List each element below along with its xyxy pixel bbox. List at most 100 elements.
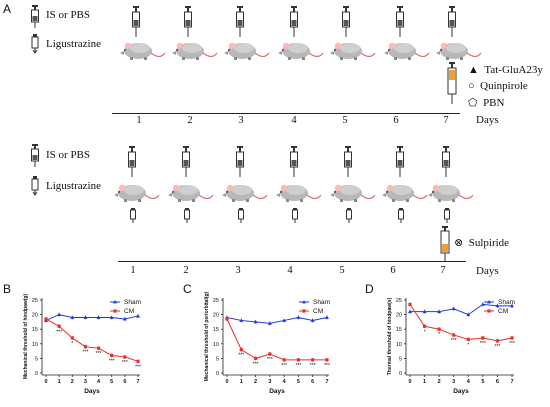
day-label: 7 bbox=[440, 265, 446, 276]
legend-label-sham: Sham bbox=[313, 299, 330, 306]
data-point-sham bbox=[495, 303, 500, 308]
syringe-icon bbox=[396, 6, 404, 37]
data-point-sham bbox=[422, 309, 427, 314]
series-line-cm bbox=[226, 318, 327, 361]
data-point-sham bbox=[296, 315, 301, 319]
rat-icon bbox=[382, 184, 428, 202]
significance-mark: *** bbox=[83, 350, 89, 356]
timeline-bottom bbox=[118, 261, 466, 262]
y-tick-label: 15 bbox=[396, 327, 402, 333]
rat-icon bbox=[384, 42, 430, 60]
panel-label-d: D bbox=[365, 282, 374, 296]
data-point-cm bbox=[311, 358, 315, 362]
dropper-icon bbox=[130, 208, 136, 223]
panel-label-a: A bbox=[3, 2, 12, 16]
data-point-cm bbox=[296, 358, 301, 362]
x-tick-label: 6 bbox=[496, 379, 499, 385]
chart-c: 0 5 10 15 20 25 0 1 2 3 4 5 6 7 Days Mechanical thresho… bbox=[204, 291, 330, 395]
x-tick-label: 1 bbox=[58, 379, 61, 385]
sulpiride-syringe-icon bbox=[440, 226, 450, 262]
significance-mark: *** bbox=[267, 357, 273, 363]
x-tick-label: 3 bbox=[268, 379, 271, 385]
dropper-icon bbox=[398, 208, 404, 223]
significance-mark: *** bbox=[296, 363, 302, 369]
data-point-cm bbox=[408, 302, 412, 306]
legend-lig-label-2: Ligustrazine bbox=[46, 180, 101, 192]
data-point-sham bbox=[325, 315, 329, 319]
x-tick-label: 7 bbox=[136, 379, 139, 385]
data-point-cm bbox=[96, 346, 101, 350]
rat-icon bbox=[428, 184, 474, 202]
data-point-sham bbox=[267, 321, 272, 325]
top-days-label: Days bbox=[476, 114, 499, 126]
y-tick-label: 5 bbox=[216, 356, 219, 362]
significance-mark: *** bbox=[480, 341, 486, 347]
drug-syringe-icon bbox=[447, 62, 457, 104]
bottom-protocol: IS or PBS Ligustrazine ⊗ Sulpiride 1 2 3 4 5… bbox=[0, 140, 550, 280]
day-label: 4 bbox=[291, 115, 297, 126]
rat-icon bbox=[168, 184, 214, 202]
x-tick-label: 5 bbox=[297, 379, 300, 385]
x-tick-label: 6 bbox=[123, 379, 126, 385]
rat-icon bbox=[330, 184, 376, 202]
data-point-sham bbox=[136, 314, 140, 318]
rat-icon bbox=[224, 42, 270, 60]
drug-legend-2: ○ Quinpirole bbox=[468, 80, 528, 92]
syringe-icon bbox=[396, 146, 404, 177]
legend-label-cm: CM bbox=[498, 308, 508, 315]
data-point-cm bbox=[452, 333, 456, 337]
dropper-icon bbox=[184, 208, 190, 223]
x-tick-label: 2 bbox=[438, 379, 441, 385]
data-point-cm bbox=[466, 337, 470, 342]
legend-label-sham: Sham bbox=[124, 299, 141, 306]
dropper-icon bbox=[346, 208, 352, 223]
y-tick-label: 0 bbox=[216, 371, 219, 377]
data-point-cm bbox=[70, 336, 74, 340]
data-point-sham bbox=[437, 309, 442, 314]
sulpiride-legend: ⊗ Sulpiride bbox=[454, 237, 510, 249]
data-point-cm bbox=[437, 327, 441, 331]
significance-mark: *** bbox=[509, 341, 515, 347]
significance-mark: *** bbox=[109, 358, 115, 364]
syringe-icon bbox=[290, 146, 298, 177]
dropper-icon bbox=[444, 208, 450, 223]
significance-mark: * bbox=[71, 341, 73, 347]
x-tick-label: 3 bbox=[452, 379, 455, 385]
x-axis-label: Days bbox=[453, 388, 469, 395]
y-tick-label: 10 bbox=[213, 342, 219, 348]
legend-marker-cm bbox=[302, 309, 306, 313]
day-label: 3 bbox=[235, 265, 241, 276]
x-tick-label: 5 bbox=[481, 379, 484, 385]
data-point-cm bbox=[481, 336, 485, 340]
x-tick-label: 7 bbox=[325, 379, 328, 385]
panel-label-c: C bbox=[183, 282, 192, 296]
legend-label-cm: CM bbox=[124, 308, 134, 315]
top-protocol: IS or PBS Ligustrazine ▲ Tat-GluA23y ○ Q… bbox=[0, 0, 550, 140]
data-point-sham bbox=[57, 312, 62, 316]
day-label: 5 bbox=[342, 115, 348, 126]
y-tick-label: 20 bbox=[396, 313, 402, 319]
legend-lig-label: Ligustrazine bbox=[46, 38, 101, 50]
syringe-icon bbox=[342, 6, 350, 37]
data-point-cm bbox=[510, 336, 514, 340]
data-point-sham bbox=[408, 309, 412, 314]
day-label: 6 bbox=[390, 265, 396, 276]
y-tick-label: 25 bbox=[396, 298, 402, 304]
series-line-sham bbox=[226, 317, 328, 324]
data-point-sham bbox=[253, 319, 258, 324]
rat-icon bbox=[276, 184, 322, 202]
significance-mark: *** bbox=[253, 361, 259, 367]
timeline-top bbox=[112, 113, 460, 114]
data-point-cm bbox=[123, 355, 127, 359]
data-point-sham bbox=[480, 302, 485, 306]
legend-marker-sham bbox=[302, 300, 306, 304]
y-tick-label: 10 bbox=[396, 342, 402, 348]
y-tick-label: 5 bbox=[399, 356, 402, 362]
data-point-cm bbox=[422, 324, 427, 328]
x-tick-label: 5 bbox=[110, 379, 113, 385]
x-tick-label: 7 bbox=[510, 379, 513, 385]
dropper-icon bbox=[31, 176, 39, 196]
y-tick-label: 5 bbox=[35, 356, 38, 362]
rat-icon bbox=[172, 42, 218, 60]
chart-b: 0 5 10 15 20 25 0 1 2 3 4 5 6 7 Days Mechanical thresho… bbox=[23, 294, 141, 395]
